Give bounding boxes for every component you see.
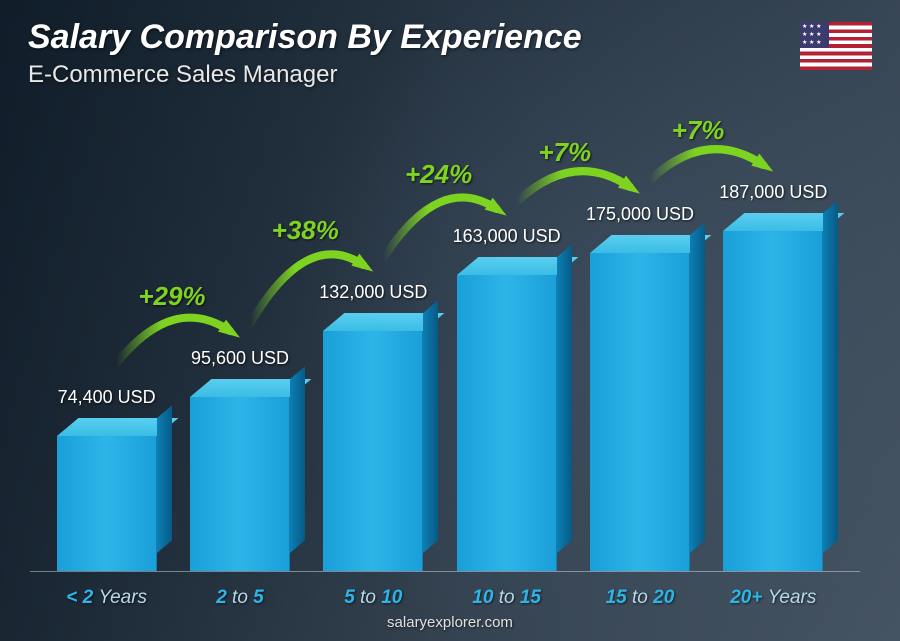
page-title: Salary Comparison By Experience	[28, 18, 582, 57]
bar-category-label: 5 to 10	[344, 587, 402, 609]
bar	[57, 436, 157, 571]
bar-value-label: 74,400 USD	[58, 387, 156, 408]
bar-value-label: 175,000 USD	[586, 204, 694, 225]
bar	[723, 231, 823, 571]
bar-value-label: 187,000 USD	[719, 182, 827, 203]
bar-group: 175,000 USD15 to 20	[573, 120, 706, 571]
chart-baseline	[30, 571, 860, 572]
bar-category-label: 2 to 5	[216, 587, 264, 609]
bar	[590, 253, 690, 571]
bar-group: 132,000 USD5 to 10	[307, 120, 440, 571]
bar-category-label: 10 to 15	[472, 587, 541, 609]
bar-category-label: < 2 Years	[66, 587, 147, 609]
bar-value-label: 95,600 USD	[191, 348, 289, 369]
page-subtitle: E-Commerce Sales Manager	[28, 61, 582, 89]
bar-group: 95,600 USD2 to 5	[173, 120, 306, 571]
bar-category-label: 15 to 20	[606, 587, 675, 609]
flag-icon	[800, 22, 872, 70]
bar-group: 163,000 USD10 to 15	[440, 120, 573, 571]
bar-chart: 74,400 USD< 2 Years95,600 USD2 to 5132,0…	[40, 120, 840, 571]
bar-group: 74,400 USD< 2 Years	[40, 120, 173, 571]
bar-value-label: 163,000 USD	[453, 226, 561, 247]
bar	[457, 275, 557, 571]
bar-group: 187,000 USD20+ Years	[707, 120, 840, 571]
footer-attribution: salaryexplorer.com	[0, 614, 900, 631]
bar-category-label: 20+ Years	[730, 587, 816, 609]
bar-value-label: 132,000 USD	[319, 282, 427, 303]
header: Salary Comparison By Experience E-Commer…	[28, 18, 582, 89]
bar	[190, 397, 290, 571]
bar	[323, 331, 423, 571]
